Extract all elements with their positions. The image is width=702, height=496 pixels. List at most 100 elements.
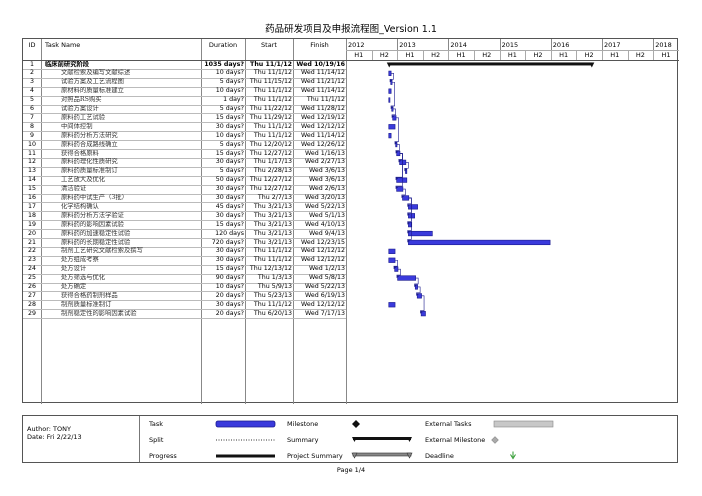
task-name: 化学结构确认	[61, 202, 99, 210]
grid-line	[23, 291, 346, 293]
task-duration: 15 days?	[215, 265, 244, 273]
task-bar	[388, 133, 392, 139]
task-id: 12	[27, 158, 36, 166]
legend-task-label: Task	[149, 420, 164, 428]
timeline-half: H2	[584, 51, 594, 59]
grid-line	[23, 255, 346, 257]
timeline-half: H1	[456, 51, 466, 59]
timeline-year-2014: 2014	[450, 40, 467, 49]
task-duration: 30 days?	[215, 300, 244, 308]
dependency-arrowhead	[404, 168, 407, 172]
grid-line	[371, 49, 373, 60]
task-finish: Wed 3/6/13	[309, 176, 345, 184]
legend-split-swatch	[216, 439, 275, 441]
timeline-year-2016: 2016	[552, 40, 570, 49]
task-name: 对照品RS购买	[61, 96, 102, 104]
task-start: Thu 2/7/13	[257, 194, 292, 201]
task-start: Thu 11/1/12	[250, 60, 292, 68]
dependency-arrowhead	[407, 239, 410, 243]
grid-line	[346, 39, 347, 404]
task-name: 获得合格药制剂样品	[61, 291, 118, 299]
dependency-arrowhead	[407, 212, 410, 216]
col-id-header[interactable]: ID	[28, 41, 36, 49]
task-name: 试验方案及工艺流程图	[61, 78, 124, 86]
task-duration: 30 days?	[215, 122, 244, 130]
task-name: 制剂工艺研究文献检索及撰写	[61, 247, 143, 255]
grid-line	[23, 68, 346, 70]
dependency-arrowhead	[398, 159, 402, 163]
task-finish: Wed 5/22/13	[304, 283, 345, 290]
timeline-year-2013: 2013	[399, 40, 416, 49]
grid-line	[576, 49, 578, 60]
legend-summary-swatch	[352, 437, 412, 442]
task-start: Thu 3/21/13	[253, 229, 292, 237]
task-bar	[396, 177, 408, 183]
task-bar	[394, 266, 399, 272]
task-finish: Wed 11/21/12	[300, 78, 345, 86]
task-id: 18	[27, 211, 36, 219]
task-name: 文献检索及编写文献综述	[61, 69, 131, 77]
task-id: 25	[27, 274, 36, 282]
legend-milestone-label: Milestone	[287, 420, 319, 428]
task-bar	[408, 230, 433, 237]
task-name: 原材料的质量标准建立	[61, 87, 124, 95]
grid-line	[293, 39, 294, 404]
grid-line	[23, 104, 346, 106]
gantt-chart-area	[386, 62, 595, 317]
task-start: Thu 11/1/12	[253, 69, 292, 77]
gantt-table: ID Task Name Duration Start Finish 2012 2…	[22, 38, 679, 404]
grid-line	[23, 86, 346, 88]
task-id: 17	[27, 202, 36, 210]
task-finish: Wed 11/14/12	[300, 69, 345, 77]
task-duration: 5 days?	[219, 167, 244, 175]
task-bar	[388, 257, 396, 263]
grid-line	[525, 49, 527, 60]
task-bar	[405, 168, 408, 174]
grid-line	[23, 220, 346, 222]
col-duration-header[interactable]: Duration	[208, 41, 238, 49]
dependency-link	[390, 81, 395, 107]
grid-line	[23, 157, 346, 159]
grid-line	[474, 49, 475, 60]
legend-external-milestone-icon	[491, 436, 499, 444]
col-task-name-header[interactable]: Task Name	[45, 41, 81, 49]
col-finish-header[interactable]: Finish	[310, 41, 329, 49]
task-start: Thu 12/20/12	[249, 140, 292, 148]
task-finish: Wed 5/1/13	[309, 211, 345, 219]
task-finish: Wed 1/2/13	[309, 265, 345, 273]
task-id: 22	[27, 247, 36, 255]
task-bar	[392, 115, 397, 121]
dependency-arrowhead	[407, 230, 410, 234]
task-finish: Wed 12/12/12	[300, 300, 345, 308]
task-duration: 10 days?	[215, 131, 244, 139]
task-id: 16	[27, 194, 36, 201]
task-start: Thu 12/27/12	[249, 149, 292, 157]
task-id: 2	[29, 69, 34, 77]
timeline-half: H1	[354, 51, 364, 59]
task-name: 工艺放大及优化	[61, 176, 106, 184]
task-bar	[397, 275, 416, 281]
task-id: 19	[27, 220, 36, 228]
grid-line	[23, 318, 346, 320]
grid-lines	[23, 39, 679, 404]
task-bar	[388, 97, 391, 103]
task-start: Thu 6/20/13	[253, 309, 292, 317]
dependency-link	[395, 153, 403, 187]
dependency-link	[407, 197, 412, 240]
dependency-arrowhead	[395, 186, 399, 190]
task-name: 清洁验证	[61, 185, 87, 193]
dependency-link	[404, 162, 409, 169]
task-start: Thu 2/28/13	[253, 167, 292, 175]
grid-line	[448, 49, 450, 60]
col-start-header[interactable]: Start	[261, 41, 277, 49]
task-id: 11	[27, 149, 36, 157]
task-finish: Wed 11/14/12	[300, 87, 345, 95]
task-name: 原料药分析方法研究	[61, 131, 118, 139]
task-name: 原料药质量标准制订	[61, 167, 118, 175]
task-name: 原料药理化性质研究	[61, 158, 118, 166]
task-start: Thu 3/21/13	[253, 238, 292, 246]
footer-divider	[139, 416, 140, 462]
task-bar	[414, 284, 418, 290]
dependency-arrowhead	[393, 266, 397, 270]
task-duration: 30 days?	[215, 247, 244, 255]
